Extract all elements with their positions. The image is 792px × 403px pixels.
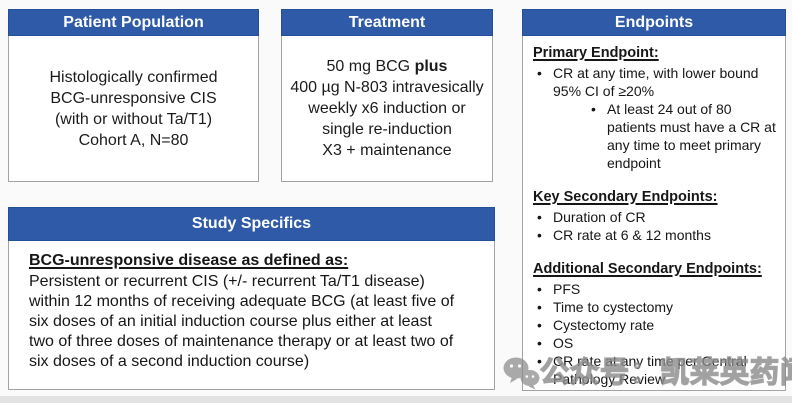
patient-population-header: Patient Population [8, 9, 259, 36]
additional-secondary-endpoints-section: Additional Secondary Endpoints: PFS Time… [533, 260, 779, 388]
endpoint-bullet: Time to cystectomy [533, 298, 779, 316]
endpoint-bullet: PFS [533, 280, 779, 298]
endpoint-bullet-line: Pathology Review [553, 371, 666, 387]
key-secondary-endpoints-section: Key Secondary Endpoints: Duration of CR … [533, 188, 779, 244]
endpoint-bullet: Duration of CR [533, 208, 779, 226]
key-secondary-endpoints-heading: Key Secondary Endpoints: [533, 189, 718, 205]
treatment-line: 400 µg N-803 intravesically [290, 79, 484, 96]
study-specifics-line: within 12 months of receiving adequate B… [29, 293, 455, 310]
endpoint-bullet-line: CR rate at any time per Central [553, 353, 747, 369]
treatment-line-regular: 50 mg BCG [326, 58, 415, 75]
bullet-icon [533, 316, 553, 334]
study-specifics-line: six doses of an initial induction course… [29, 313, 432, 330]
patient-population-line: Cohort A, N=80 [78, 131, 189, 149]
bullet-icon [533, 208, 553, 226]
endpoint-bullet-line: Cystectomy rate [553, 317, 655, 333]
endpoint-bullet-line: CR at any time, with lower bound [553, 65, 759, 81]
patient-population-line: (with or without Ta/T1) [54, 110, 213, 128]
endpoints-header: Endpoints [522, 9, 786, 36]
treatment-line: single re-induction [322, 121, 452, 138]
treatment-line: weekly x6 induction or [308, 100, 466, 117]
treatment-panel: Treatment 50 mg BCG plus 400 µg N-803 in… [281, 9, 493, 182]
study-specifics-line: six doses of a second induction course) [29, 353, 310, 370]
endpoint-bullet: OS [533, 334, 779, 352]
treatment-body: 50 mg BCG plus 400 µg N-803 intravesical… [282, 36, 492, 181]
endpoint-bullet-line: endpoint [607, 155, 661, 171]
endpoint-bullet: CR rate at any time per Central Patholog… [533, 352, 779, 388]
endpoints-body: Primary Endpoint: CR at any time, with l… [523, 36, 785, 388]
endpoint-bullet-line: patients must have a CR at [607, 119, 776, 135]
patient-population-body: Histologically confirmed BCG-unresponsiv… [9, 36, 258, 181]
study-specifics-line: Persistent or recurrent CIS (+/- recurre… [29, 273, 425, 290]
endpoint-bullet-line: At least 24 out of 80 [607, 101, 732, 117]
endpoint-bullet: CR rate at 6 & 12 months [533, 226, 779, 244]
endpoint-bullet-line: any time to meet primary [607, 137, 762, 153]
study-specifics-line: two of three doses of maintenance therap… [29, 333, 454, 350]
endpoint-bullet-line: Time to cystectomy [553, 299, 674, 315]
study-specifics-header: Study Specifics [8, 207, 495, 241]
study-specifics-heading: BCG-unresponsive disease as defined as: [29, 252, 349, 269]
bullet-icon [533, 352, 553, 370]
study-specifics-panel: Study Specifics BCG-unresponsive disease… [8, 207, 495, 390]
endpoint-bullet-line: CR rate at 6 & 12 months [553, 227, 711, 243]
bullet-icon [533, 226, 553, 244]
endpoint-sub-bullet: At least 24 out of 80 patients must have… [533, 100, 779, 172]
treatment-line: 50 mg BCG plus [327, 56, 448, 77]
endpoints-panel: Endpoints Primary Endpoint: CR at any ti… [522, 9, 786, 391]
treatment-line: X3 + maintenance [322, 142, 452, 159]
bullet-icon [587, 100, 607, 118]
endpoint-bullet: Cystectomy rate [533, 316, 779, 334]
bottom-edge-strip [0, 396, 792, 403]
treatment-header: Treatment [281, 9, 493, 36]
patient-population-line: Histologically confirmed [49, 68, 218, 86]
primary-endpoint-section: Primary Endpoint: CR at any time, with l… [533, 44, 779, 172]
study-specifics-body: BCG-unresponsive disease as defined as: … [9, 241, 494, 372]
bullet-icon [533, 64, 553, 82]
additional-secondary-endpoints-heading: Additional Secondary Endpoints: [533, 261, 762, 277]
endpoint-bullet-line: PFS [553, 281, 581, 297]
bullet-icon [533, 280, 553, 298]
bullet-icon [533, 334, 553, 352]
treatment-line-bold: plus [414, 58, 448, 75]
patient-population-panel: Patient Population Histologically confir… [8, 9, 259, 182]
endpoint-bullet-line: Duration of CR [553, 209, 646, 225]
endpoint-bullet: CR at any time, with lower bound 95% CI … [533, 64, 779, 100]
bullet-icon [533, 298, 553, 316]
primary-endpoint-heading: Primary Endpoint: [533, 45, 659, 61]
patient-population-line: BCG-unresponsive CIS [50, 89, 217, 107]
endpoint-bullet-line: OS [553, 335, 574, 351]
endpoint-bullet-line: 95% CI of ≥20% [553, 83, 655, 99]
